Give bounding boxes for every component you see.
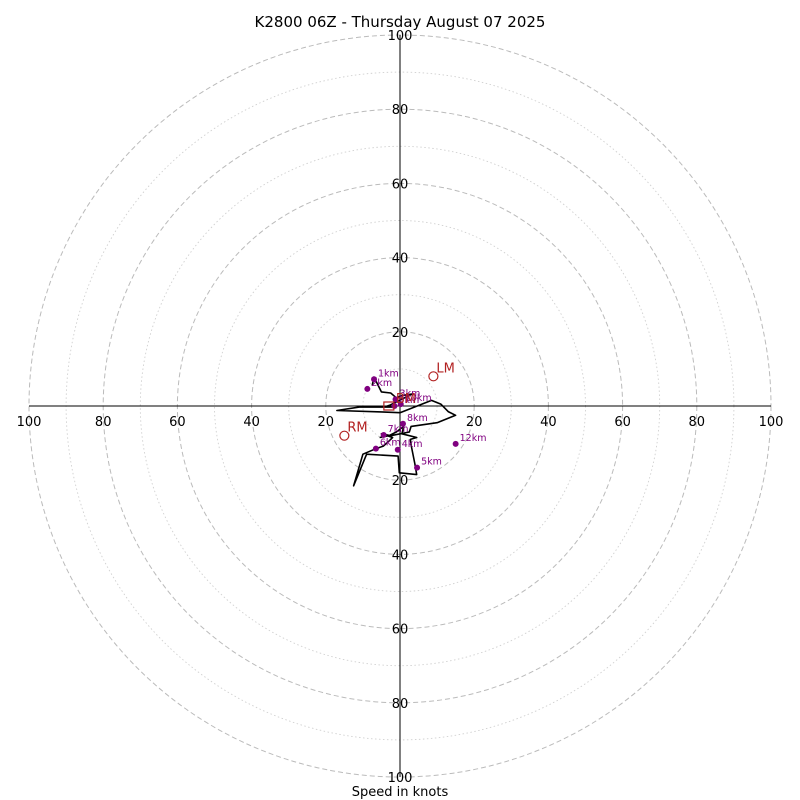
- storm-motion-label: BM: [396, 392, 416, 407]
- storm-motion-label: RM: [347, 421, 367, 436]
- height-marker: [372, 445, 379, 452]
- height-label: 7km: [388, 424, 409, 435]
- height-label: 8km: [407, 413, 428, 424]
- tick-label-bottom: 60: [392, 623, 409, 638]
- height-label: 1km: [378, 368, 399, 379]
- tick-label-left: 100: [17, 415, 42, 430]
- height-marker: [399, 420, 406, 427]
- tick-label-left: 60: [169, 415, 186, 430]
- height-marker: [380, 431, 387, 438]
- tick-label-top: 20: [392, 326, 409, 341]
- height-marker: [371, 376, 378, 383]
- height-marker: [414, 464, 421, 471]
- height-marker: [392, 396, 399, 403]
- storm-motion-label: LM: [436, 361, 454, 376]
- tick-label-right: 20: [466, 415, 483, 430]
- storm-motion-marker: [339, 430, 350, 441]
- tick-label-bottom: 20: [392, 474, 409, 489]
- height-label: 12km: [460, 433, 487, 444]
- tick-label-top: 60: [392, 177, 409, 192]
- tick-label-right: 40: [540, 415, 557, 430]
- tick-label-top: 100: [388, 29, 413, 44]
- height-label: 10km: [405, 393, 432, 404]
- tick-label-top: 40: [392, 252, 409, 267]
- tick-label-left: 40: [243, 415, 260, 430]
- tick-label-left: 80: [95, 415, 112, 430]
- tick-label-top: 80: [392, 103, 409, 118]
- height-label: 9km: [398, 395, 419, 406]
- height-marker: [364, 385, 371, 392]
- tick-label-right: 80: [689, 415, 706, 430]
- height-label: 2km: [371, 378, 392, 389]
- tick-label-bottom: 40: [392, 548, 409, 563]
- height-marker: [394, 446, 401, 453]
- tick-label-left: 20: [318, 415, 335, 430]
- bunkers-mean-marker: [383, 401, 395, 411]
- tick-label-bottom: 100: [388, 771, 413, 786]
- height-marker: [452, 440, 459, 447]
- height-label: 6km: [380, 438, 401, 449]
- height-label: 4km: [402, 439, 423, 450]
- height-marker: [397, 401, 404, 408]
- storm-motion-markers: LM RM BM: [339, 361, 455, 441]
- tick-label-right: 100: [759, 415, 784, 430]
- storm-motion-marker: [428, 371, 439, 382]
- x-axis-label: Speed in knots: [352, 785, 449, 800]
- height-label: 3km: [400, 388, 421, 399]
- height-label: 5km: [421, 457, 442, 468]
- axis-tick-labels: 20 20 20 20 40 40 40 40 60 60 60 60 80 80 80 80 100 100 10…: [17, 29, 784, 786]
- tick-label-right: 60: [614, 415, 631, 430]
- tick-label-bottom: 80: [392, 697, 409, 712]
- chart-title: K2800 06Z - Thursday August 07 2025: [255, 13, 546, 31]
